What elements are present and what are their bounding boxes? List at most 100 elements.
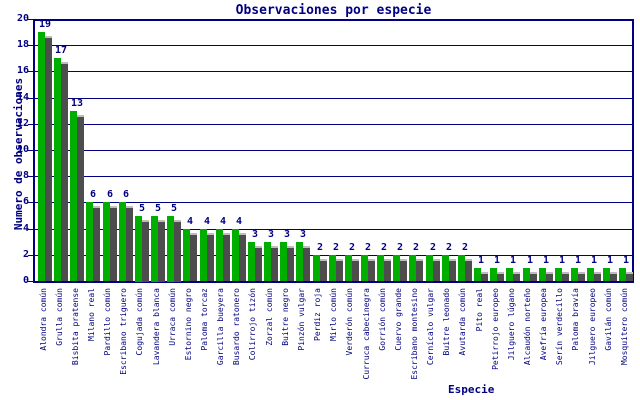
value-label: 4 [219,216,227,227]
species-label: Perdiz roja [313,288,322,341]
bar [280,242,287,281]
bar-shadow [497,272,504,281]
species-label: Garcilla bueyera [216,288,225,366]
species-label: Mosquitero común [620,288,629,366]
species-label: Pardillo común [103,288,112,356]
gridline [35,150,632,151]
species-label: Grulla común [55,288,64,346]
value-label: 4 [203,216,211,227]
species-label: Gavilán común [604,288,613,351]
y-tick-mark [28,45,33,46]
gridline [35,202,632,203]
bar-shadow [513,272,520,281]
bar-shadow [223,233,230,281]
y-tick-label: 2 [22,249,29,260]
species-label: Paloma bravía [571,288,580,351]
value-label: 2 [429,242,437,253]
bar [571,268,578,281]
value-label: 1 [509,255,517,266]
bar-shadow [530,272,537,281]
y-tick-mark [28,202,33,203]
species-label: Busardo ratonero [232,288,241,366]
bar [86,202,93,281]
y-tick-mark [28,229,33,230]
species-label: Cuervo grande [394,288,403,351]
species-label: Mirlo común [329,288,338,341]
y-tick-label: 12 [16,118,29,129]
bar [474,268,481,281]
bar [151,216,158,282]
bar-shadow [368,259,375,281]
value-label: 3 [299,229,307,240]
bar-shadow [320,259,327,281]
species-label: Pito real [475,288,484,332]
bar-shadow [142,220,149,282]
bar [313,255,320,281]
value-label: 5 [170,203,178,214]
y-tick-label: 16 [16,65,29,76]
bar [183,229,190,281]
bar-shadow [416,259,423,281]
chart-title: Observaciones por especie [235,3,432,18]
bar-shadow [481,272,488,281]
species-label: Alondra común [39,288,48,351]
value-label: 3 [267,229,275,240]
value-label: 3 [251,229,259,240]
value-label: 17 [54,45,68,56]
y-tick-label: 14 [16,92,29,103]
y-tick-mark [28,281,33,282]
bar [38,32,45,281]
species-label: Verderón común [345,288,354,356]
species-label: Escribano montesino [410,288,419,380]
bar [506,268,513,281]
bar-shadow [546,272,553,281]
species-label: Buitre negro [281,288,290,346]
bar-shadow [158,220,165,282]
gridline [35,176,632,177]
species-label: Urraca común [168,288,177,346]
value-label: 2 [396,242,404,253]
bar [135,216,142,282]
bar-shadow [190,233,197,281]
value-label: 1 [574,255,582,266]
species-label: Petirrojo europeo [491,288,500,370]
species-label: Cernícalo vulgar [426,288,435,366]
bar [70,111,77,281]
species-label: Cogujada común [135,288,144,356]
bar-shadow [465,259,472,281]
y-tick-mark [28,255,33,256]
value-label: 1 [526,255,534,266]
species-label: Lavandera blanca [152,288,161,366]
value-label: 2 [348,242,356,253]
bar-shadow [400,259,407,281]
value-label: 6 [89,189,97,200]
value-label: 3 [283,229,291,240]
y-tick-mark [28,124,33,125]
bar-shadow [207,233,214,281]
value-label: 1 [477,255,485,266]
value-label: 2 [461,242,469,253]
species-label: Bisbita pratense [71,288,80,366]
bar-shadow [126,206,133,281]
value-label: 6 [122,189,130,200]
bar [103,202,110,281]
bar [442,255,449,281]
y-tick-label: 18 [16,39,29,50]
bar-shadow [174,220,181,282]
bar-shadow [45,36,52,281]
bar-shadow [271,246,278,281]
bar-shadow [562,272,569,281]
bar [200,229,207,281]
value-label: 2 [445,242,453,253]
value-label: 4 [235,216,243,227]
gridline [35,71,632,72]
value-label: 6 [106,189,114,200]
bar-shadow [239,233,246,281]
bar-shadow [77,115,84,281]
y-tick-label: 4 [22,223,29,234]
bar [377,255,384,281]
value-label: 2 [364,242,372,253]
bar [393,255,400,281]
bar [587,268,594,281]
